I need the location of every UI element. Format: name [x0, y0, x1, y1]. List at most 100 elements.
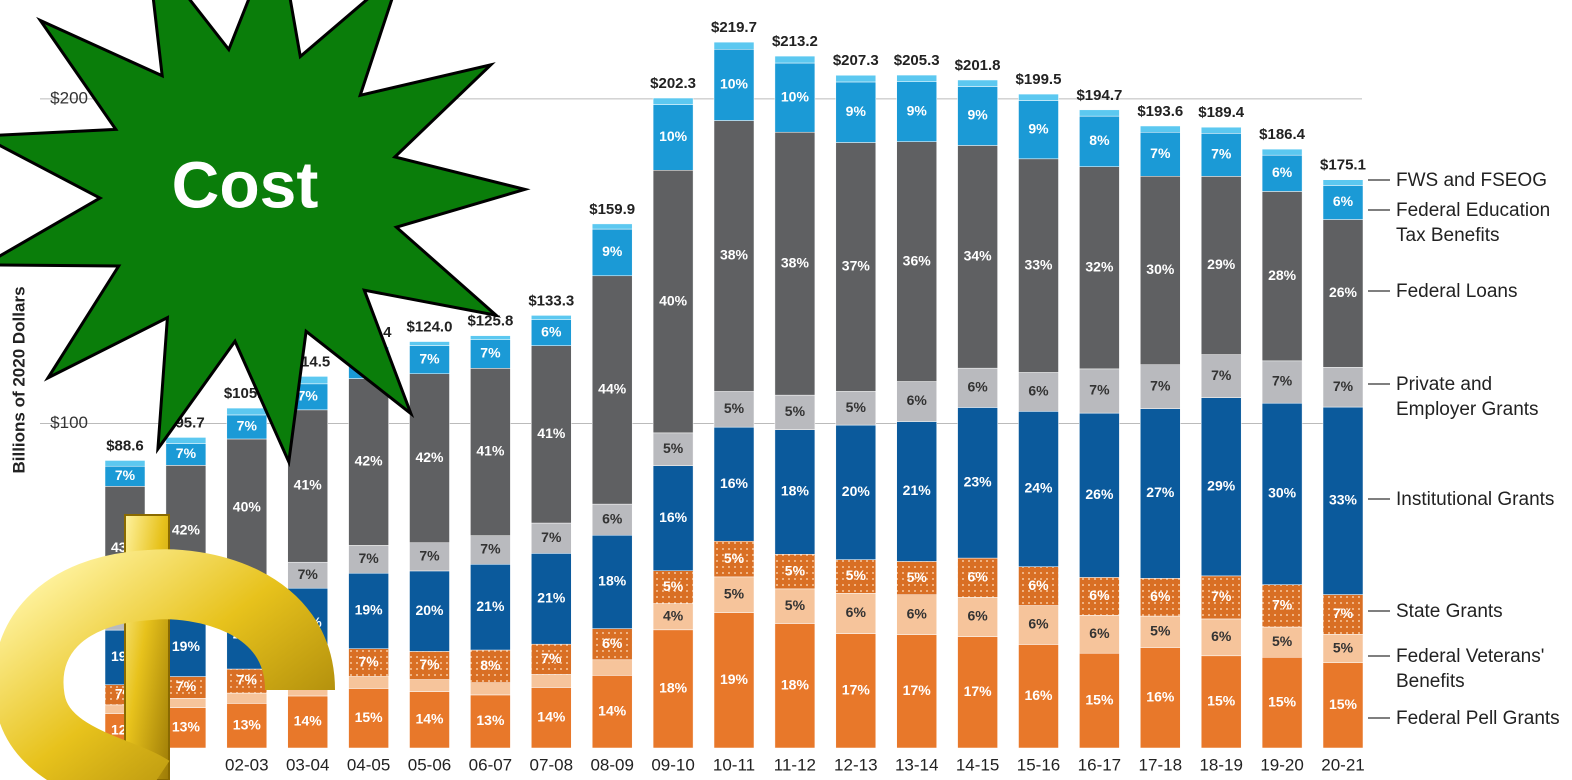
- segment-label: 41%: [294, 477, 323, 493]
- segment-label: 7%: [1333, 605, 1354, 621]
- bar-segment: [835, 74, 877, 83]
- segment-label: 15%: [355, 709, 384, 725]
- segment-label: 14%: [537, 708, 566, 724]
- segment-label: 33%: [1329, 492, 1358, 508]
- bar-segment: [896, 421, 937, 562]
- bar-segment: [531, 345, 572, 524]
- segment-label: 7%: [1272, 597, 1293, 613]
- segment-label: 5%: [846, 567, 867, 583]
- bar-segment: [713, 120, 755, 392]
- segment-label: 18%: [781, 676, 810, 692]
- segment-label: 7%: [419, 656, 440, 672]
- segment-label: 42%: [415, 449, 444, 465]
- x-tick-label: 11-12: [774, 755, 816, 774]
- bar-segment: [1322, 594, 1364, 635]
- segment-label: 38%: [720, 247, 749, 263]
- bar-segment: [226, 703, 268, 749]
- segment-label: 21%: [476, 598, 505, 614]
- segment-label: 15%: [1329, 696, 1358, 712]
- bar-segment: [957, 636, 998, 749]
- segment-label: 13%: [233, 716, 262, 732]
- bar-segment: [348, 648, 389, 677]
- segment-label: 5%: [785, 562, 806, 578]
- segment-label: 9%: [967, 107, 988, 123]
- bar-segment: [165, 707, 207, 749]
- segment-label: 5%: [1333, 639, 1354, 655]
- bar-segment: [1200, 354, 1242, 398]
- segment-label: 33%: [1024, 256, 1053, 272]
- total-label: $194.7: [1076, 87, 1122, 104]
- bar-segment: [409, 542, 450, 572]
- bar-segment: [774, 429, 816, 555]
- bar-segment: [652, 170, 694, 434]
- bar-segment: [896, 381, 937, 422]
- segment-label: 41%: [537, 425, 566, 441]
- segment-label: 27%: [1146, 484, 1175, 500]
- segment-label: 42%: [172, 521, 201, 537]
- x-tick-label: 19-20: [1260, 755, 1303, 774]
- segment-label: 5%: [663, 440, 684, 456]
- total-label: $207.3: [833, 52, 879, 69]
- segment-label: 16%: [1146, 688, 1175, 704]
- y-tick-label: $100: [50, 413, 88, 432]
- segment-label: 9%: [846, 103, 867, 119]
- segment-label: 7%: [1150, 145, 1171, 161]
- bar-segment: [774, 62, 816, 133]
- bar-segment: [470, 682, 511, 696]
- segment-label: 7%: [419, 350, 440, 366]
- segment-label: 6%: [1211, 628, 1232, 644]
- segment-label: 7%: [115, 467, 136, 483]
- segment-label: 5%: [1150, 622, 1171, 638]
- x-tick-label: 03-04: [286, 755, 329, 774]
- x-tick-label: 05-06: [408, 755, 451, 774]
- segment-label: 7%: [541, 650, 562, 666]
- bar-segment: [1140, 647, 1181, 749]
- segment-label: 24%: [1024, 480, 1053, 496]
- legend-label: Federal Education Tax Benefits: [1396, 200, 1551, 246]
- segment-label: 34%: [964, 248, 993, 264]
- bar-segment: [531, 687, 572, 749]
- segment-label: 7%: [298, 388, 319, 404]
- segment-label: 6%: [1089, 625, 1110, 641]
- segment-label: 16%: [720, 475, 749, 491]
- segment-label: 14%: [294, 713, 323, 729]
- bar-segment: [957, 407, 998, 559]
- segment-label: 6%: [1028, 616, 1049, 632]
- bar-segment: [348, 378, 389, 546]
- segment-label: 15%: [1268, 693, 1297, 709]
- bar-segment: [774, 588, 816, 624]
- bar-segment: [470, 694, 511, 749]
- segment-label: 16%: [659, 509, 688, 525]
- segment-label: 7%: [1150, 377, 1171, 393]
- x-tick-label: 14-15: [956, 755, 999, 774]
- bar-segment: [1079, 577, 1120, 616]
- bar-segment: [1018, 566, 1059, 606]
- x-tick-label: 04-05: [347, 755, 390, 774]
- segment-label: 5%: [785, 403, 806, 419]
- bar-segment: [409, 691, 450, 749]
- segment-label: 7%: [480, 345, 501, 361]
- segment-label: 6%: [1028, 577, 1049, 593]
- bar-segment: [226, 407, 268, 416]
- bar-segment: [1322, 662, 1364, 749]
- segment-label: 5%: [907, 569, 928, 585]
- segment-label: 7%: [176, 678, 197, 694]
- total-label: $159.9: [589, 201, 635, 218]
- y-axis-label: Billions of 2020 Dollars: [9, 286, 28, 473]
- bar-segment: [104, 460, 146, 467]
- bar-segment: [470, 649, 511, 683]
- bar-segment: [1079, 166, 1120, 370]
- x-tick-label: 02-03: [225, 755, 268, 774]
- bar-segment: [1018, 411, 1059, 567]
- bar-segment: [1261, 626, 1303, 658]
- segment-label: 8%: [480, 657, 501, 673]
- segment-label: 8%: [1089, 132, 1110, 148]
- segment-label: 4%: [663, 607, 684, 623]
- bar-segment: [1200, 126, 1242, 134]
- bar-segment: [713, 49, 755, 121]
- segment-label: 7%: [480, 541, 501, 557]
- segment-label: 6%: [907, 392, 928, 408]
- segment-label: 40%: [233, 498, 262, 514]
